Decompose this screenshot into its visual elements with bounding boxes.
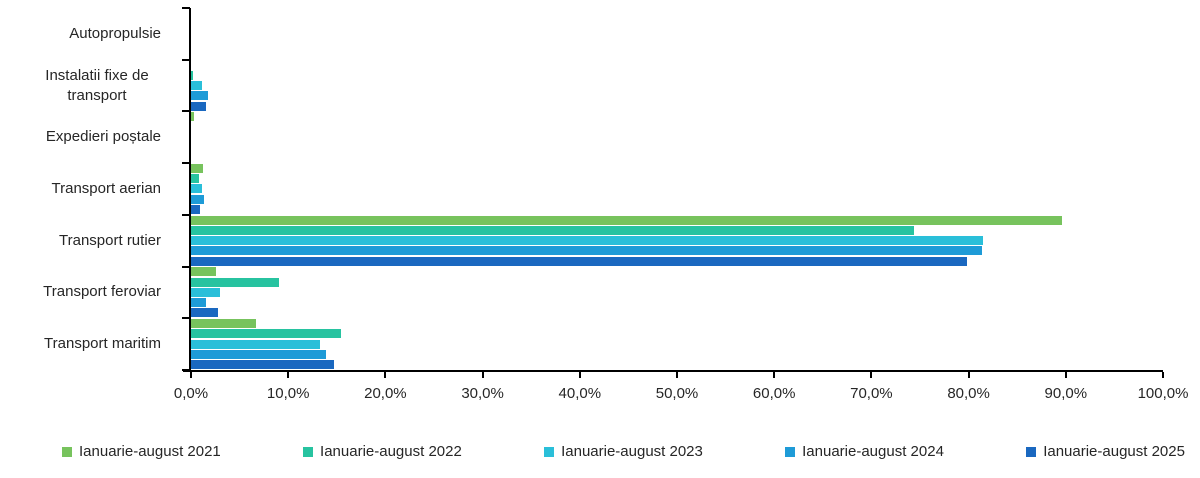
x-axis-tick xyxy=(481,372,484,378)
legend-label: Ianuarie-august 2025 xyxy=(1043,443,1185,460)
x-axis-tick xyxy=(1064,372,1067,378)
bar xyxy=(191,349,327,359)
x-axis-tick-label: 50,0% xyxy=(655,385,699,402)
bar xyxy=(191,101,206,111)
bar xyxy=(191,184,202,194)
legend-item: Ianuarie-august 2022 xyxy=(303,443,462,460)
category-label: Transport rutier xyxy=(0,215,161,267)
x-axis-tick-label: 40,0% xyxy=(558,385,602,402)
bar xyxy=(191,287,221,297)
category-label: Transport feroviar xyxy=(0,267,161,319)
x-axis-tick-label: 60,0% xyxy=(752,385,796,402)
bar xyxy=(191,225,915,235)
bar xyxy=(191,329,341,339)
legend-item: Ianuarie-august 2024 xyxy=(785,443,944,460)
legend-item: Ianuarie-august 2025 xyxy=(1026,443,1185,460)
plot-area: 0,0% 10,0% 20,0% 30,0% 40,0% 50,0% 60,0% 70,0% 8… xyxy=(174,7,1188,402)
x-axis-tick xyxy=(190,372,192,378)
bar xyxy=(191,360,334,370)
bar xyxy=(191,298,206,308)
x-axis-tick-label: 0,0% xyxy=(173,385,209,402)
category-row xyxy=(191,163,1163,215)
y-axis-line xyxy=(189,8,191,370)
x-axis-tick-label: 90,0% xyxy=(1044,385,1088,402)
category-row xyxy=(191,8,1163,60)
category-label-text: Expedieri poștale xyxy=(45,128,161,146)
legend-label: Ianuarie-august 2024 xyxy=(802,443,944,460)
y-axis-tick xyxy=(182,317,190,320)
legend-item: Ianuarie-august 2023 xyxy=(544,443,703,460)
category-label-text: Transport maritim xyxy=(44,335,161,353)
x-axis-tick xyxy=(773,372,776,378)
category-row xyxy=(191,111,1163,163)
category-row xyxy=(191,267,1163,319)
x-axis-tick xyxy=(578,372,581,378)
category-row xyxy=(191,215,1163,267)
bar xyxy=(191,81,202,91)
category-label: Transport aerian xyxy=(0,163,162,215)
x-axis-tick xyxy=(676,372,678,378)
bar xyxy=(191,246,983,256)
bar xyxy=(191,91,208,101)
category-row xyxy=(191,318,1163,370)
category-label-text: Transport aerian xyxy=(51,179,162,197)
y-axis-tick xyxy=(182,162,190,165)
y-axis-tick xyxy=(182,7,190,9)
bar xyxy=(191,267,217,277)
legend-label: Ianuarie-august 2022 xyxy=(320,443,462,460)
bar xyxy=(191,70,193,80)
bar xyxy=(191,308,219,318)
x-axis-tick xyxy=(967,372,970,378)
bar xyxy=(191,205,200,215)
category-label-text: Transport feroviar xyxy=(43,283,161,301)
bar xyxy=(191,215,1062,225)
legend-marker xyxy=(62,446,72,457)
x-axis-tick xyxy=(287,372,290,378)
y-axis-tick xyxy=(182,110,190,113)
category-label: Autopropulsie xyxy=(0,8,161,60)
x-axis-tick-label: 20,0% xyxy=(364,385,407,402)
legend-marker xyxy=(785,446,796,457)
y-axis-tick xyxy=(182,58,190,61)
x-axis-tick-label: 30,0% xyxy=(461,385,504,402)
legend-marker xyxy=(303,446,314,457)
legend-label: Ianuarie-august 2021 xyxy=(79,443,221,460)
x-axis-tick-label: 10,0% xyxy=(266,385,310,402)
y-axis-tick xyxy=(182,265,190,268)
category-label-text: Transport rutier xyxy=(59,231,161,249)
x-axis-line xyxy=(183,370,1163,372)
y-axis-tick xyxy=(182,369,190,371)
bar xyxy=(191,277,280,287)
x-axis-tick xyxy=(1162,372,1164,378)
bar xyxy=(191,256,967,266)
x-axis-tick-label: 70,0% xyxy=(850,385,893,402)
category-row xyxy=(191,60,1163,112)
x-axis-tick xyxy=(870,372,873,378)
legend-item: Ianuarie-august 2021 xyxy=(62,443,221,460)
category-label: Expedieri poștale xyxy=(0,111,161,163)
legend: Ianuarie-august 2021 Ianuarie-august 2022… xyxy=(62,443,1185,460)
bar xyxy=(191,163,203,173)
category-label-text: Autopropulsie xyxy=(69,24,161,42)
x-axis-tick-label: 80,0% xyxy=(947,385,990,402)
category-label: Instalatii fixe de transport xyxy=(0,60,161,112)
bar xyxy=(191,319,257,328)
bar xyxy=(191,194,204,204)
bar xyxy=(191,112,194,122)
y-axis-labels: Autopropulsie Instalatii fixe de transpor… xyxy=(0,8,161,370)
legend-marker xyxy=(544,446,555,457)
x-axis-tick-label: 100,0% xyxy=(1137,385,1189,402)
bar xyxy=(191,236,984,246)
y-axis-tick xyxy=(182,213,190,216)
bar xyxy=(191,339,321,349)
x-axis-tick xyxy=(384,372,387,378)
category-label: Transport maritim xyxy=(0,318,161,370)
legend-label: Ianuarie-august 2023 xyxy=(561,443,703,460)
bar xyxy=(191,174,199,184)
legend-marker xyxy=(1026,446,1037,457)
category-label-text: Instalatii fixe de transport xyxy=(45,66,149,104)
